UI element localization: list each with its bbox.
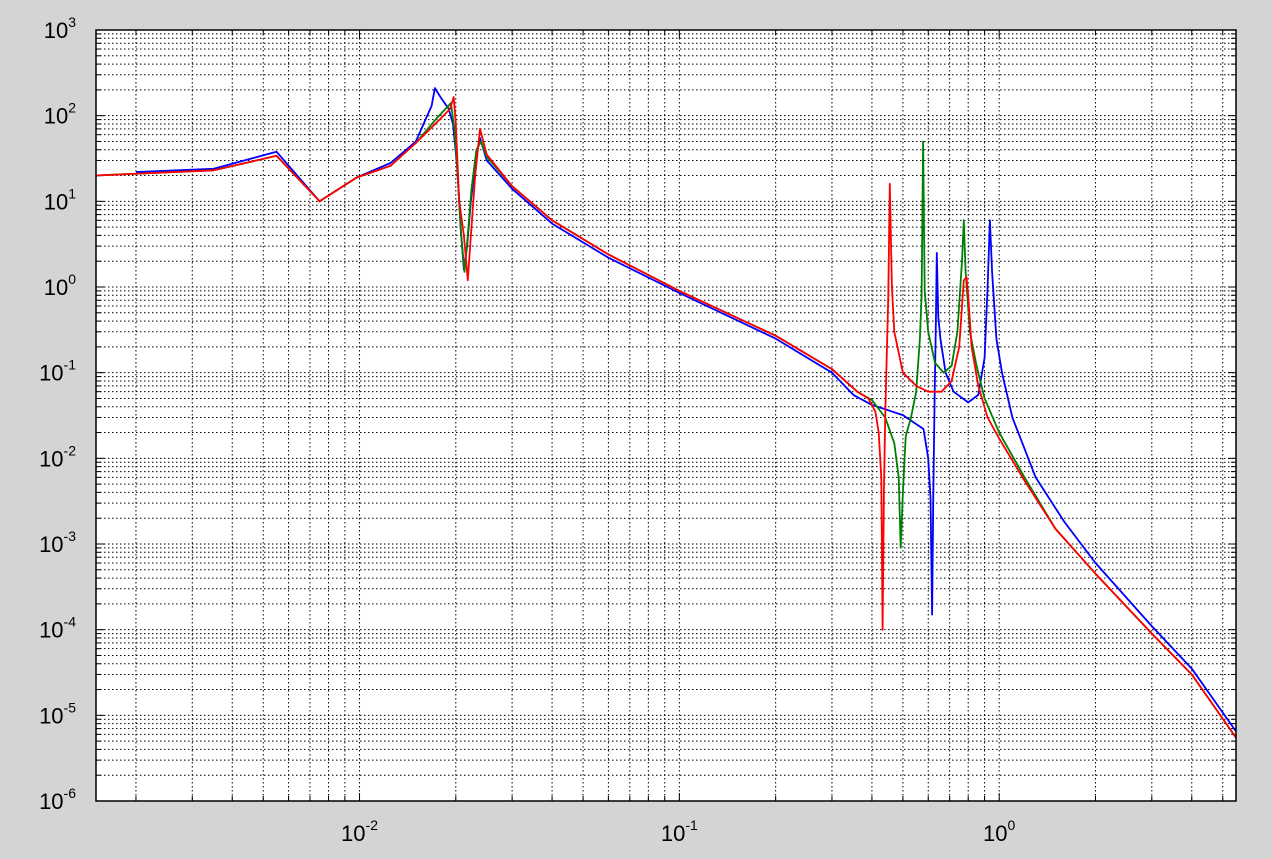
y-tick-label: 10-2 (39, 442, 76, 471)
y-tick-label: 101 (44, 185, 76, 214)
y-tick-labels: 10-6 10-5 10-4 10-3 10-2 10-1 100 101 102 103 (39, 14, 76, 814)
series-line-3 (95, 96, 1237, 739)
series-line-1 (135, 87, 1237, 732)
plot-frame (95, 29, 1237, 802)
x-tick-label: 10-2 (341, 817, 378, 846)
y-tick-label: 103 (44, 14, 76, 43)
y-tick-label: 10-4 (39, 614, 76, 643)
x-tick-labels: 10-2 10-1 100 (341, 817, 1015, 846)
y-tick-label: 10-6 (39, 785, 76, 814)
x-tick-label: 10-1 (661, 817, 698, 846)
y-tick-label: 10-3 (39, 528, 76, 557)
y-tick-label: 102 (44, 100, 76, 129)
y-tick-label: 10-1 (39, 357, 76, 386)
x-tick-label: 100 (983, 817, 1015, 846)
y-tick-label: 10-5 (39, 699, 76, 728)
series-layer (95, 87, 1237, 739)
y-tick-label: 100 (44, 271, 76, 300)
plot-area (96, 30, 1236, 801)
